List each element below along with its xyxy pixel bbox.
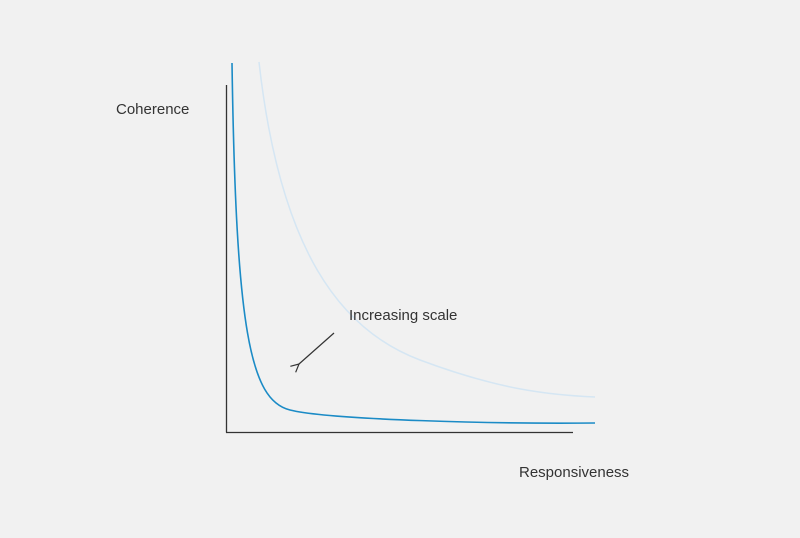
- annotation: Increasing scale: [349, 307, 457, 324]
- x-axis-label: Responsiveness: [519, 464, 629, 481]
- curve-larger-scale: [258, 61, 596, 398]
- curve: [231, 62, 596, 424]
- arrow: [299, 332, 335, 364]
- y-axis-label: Coherence: [116, 101, 189, 118]
